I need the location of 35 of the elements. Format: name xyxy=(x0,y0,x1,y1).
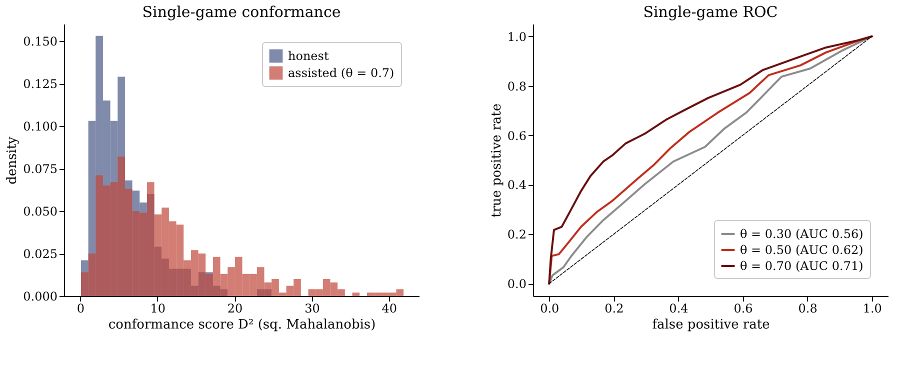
legend-label: θ = 0.50 (AUC 0.62) xyxy=(740,243,864,257)
y-tick-label: 0.025 xyxy=(23,247,58,261)
y-tick-label: 1.0 xyxy=(507,30,526,44)
x-axis-title: false positive rate xyxy=(652,318,770,332)
y-tick-label: 0.125 xyxy=(23,77,58,91)
y-tick-label: 0.4 xyxy=(507,178,527,192)
y-tick-label: 0.0 xyxy=(507,277,526,292)
chart-title: Single-game ROC xyxy=(643,3,778,21)
y-axis-title: true positive rate xyxy=(489,103,504,218)
legend-label: honest xyxy=(288,49,329,63)
x-tick-label: 10 xyxy=(150,302,166,316)
x-tick-label: 40 xyxy=(382,302,398,316)
y-tick-label: 0.000 xyxy=(23,290,58,304)
y-tick-label: 0.2 xyxy=(507,228,526,242)
x-tick-label: 1.0 xyxy=(862,302,882,316)
x-tick-label: 0 xyxy=(76,302,85,316)
y-tick-label: 0.8 xyxy=(507,79,526,94)
legend-label: θ = 0.70 (AUC 0.71) xyxy=(740,259,864,273)
legend-label: θ = 0.30 (AUC 0.56) xyxy=(740,227,864,241)
x-tick-label: 0.0 xyxy=(540,302,560,316)
x-tick-label: 0.4 xyxy=(669,302,689,316)
y-tick-label: 0.050 xyxy=(23,204,58,218)
y-tick-label: 0.150 xyxy=(23,34,58,48)
x-axis-title: conformance score D² (sq. Mahalanobis) xyxy=(108,318,376,332)
x-tick-label: 0.2 xyxy=(604,302,624,316)
x-tick-label: 0.6 xyxy=(734,302,753,316)
y-tick-label: 0.075 xyxy=(23,162,58,176)
chart-title: Single-game conformance xyxy=(142,3,341,21)
y-axis-title: density xyxy=(5,136,20,184)
x-tick-label: 20 xyxy=(227,302,243,316)
y-tick-label: 0.6 xyxy=(507,128,526,143)
x-tick-label: 30 xyxy=(304,302,320,316)
y-tick-label: 0.100 xyxy=(23,120,58,134)
x-tick-label: 0.8 xyxy=(798,302,818,316)
legend-label: assisted (θ = 0.7) xyxy=(288,66,394,80)
